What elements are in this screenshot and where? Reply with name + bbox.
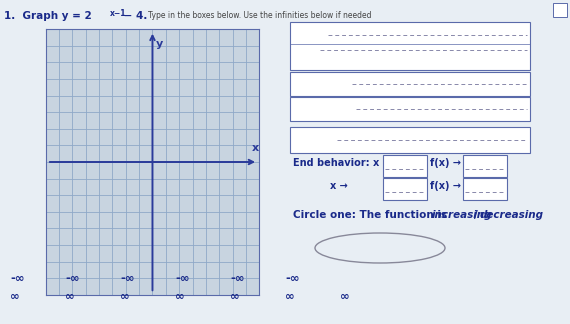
Text: /: / xyxy=(474,210,478,220)
Text: ∞: ∞ xyxy=(10,290,20,303)
Text: x →: x → xyxy=(330,181,348,191)
Text: − 4.: − 4. xyxy=(120,11,148,21)
Text: ∞: ∞ xyxy=(285,290,295,303)
Bar xyxy=(290,72,530,96)
Bar xyxy=(290,127,530,153)
Text: Type in the boxes below. Use the infinities below if needed: Type in the boxes below. Use the infinit… xyxy=(148,11,372,20)
Ellipse shape xyxy=(315,233,445,263)
Text: Range:: Range: xyxy=(293,41,332,51)
Text: x−1: x−1 xyxy=(110,9,127,18)
Text: -∞: -∞ xyxy=(285,272,300,285)
Text: y: y xyxy=(156,39,163,49)
Text: x-intercept(s):: x-intercept(s): xyxy=(293,75,373,85)
Bar xyxy=(463,178,507,200)
Text: f(x) →: f(x) → xyxy=(430,158,461,168)
Bar xyxy=(290,97,530,121)
Text: Domain: Domain xyxy=(293,26,335,36)
Text: ∞: ∞ xyxy=(340,290,350,303)
Text: ≣: ≣ xyxy=(555,6,561,15)
Text: f(x) →: f(x) → xyxy=(430,181,461,191)
Text: ∞: ∞ xyxy=(65,290,75,303)
Text: 1.  Graph y = 2: 1. Graph y = 2 xyxy=(4,11,92,21)
Bar xyxy=(553,3,567,17)
Text: -∞: -∞ xyxy=(230,272,245,285)
Bar xyxy=(463,155,507,177)
Bar xyxy=(383,155,427,177)
Text: x: x xyxy=(252,143,259,153)
Text: Asymptote: Asymptote xyxy=(293,130,352,140)
Text: increasing: increasing xyxy=(432,210,492,220)
Text: -∞: -∞ xyxy=(175,272,190,285)
Text: y-intercept(s):: y-intercept(s): xyxy=(293,100,373,110)
Text: End behavior: x →: End behavior: x → xyxy=(293,158,391,168)
Text: ∞: ∞ xyxy=(120,290,130,303)
Text: -∞: -∞ xyxy=(65,272,80,285)
Text: ∞: ∞ xyxy=(230,290,240,303)
Text: decreasing: decreasing xyxy=(480,210,544,220)
Text: Circle one: The function is: Circle one: The function is xyxy=(293,210,451,220)
Text: -∞: -∞ xyxy=(10,272,25,285)
Bar xyxy=(290,22,530,70)
Bar xyxy=(383,178,427,200)
Text: -∞: -∞ xyxy=(120,272,135,285)
Text: ∞: ∞ xyxy=(175,290,185,303)
